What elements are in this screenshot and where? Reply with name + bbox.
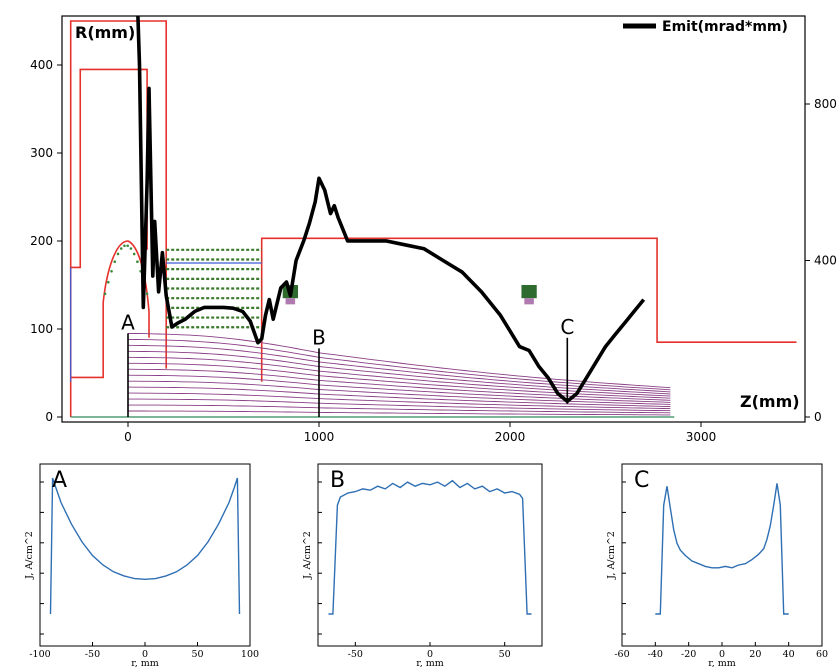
coil-core — [524, 298, 534, 305]
beam-trajectory — [127, 338, 671, 391]
x-tick-label: -50 — [85, 649, 100, 660]
emitter-dot — [136, 260, 139, 264]
emitter-dot — [110, 270, 113, 273]
main-frame — [61, 15, 806, 423]
y-left-label: R(mm) — [75, 23, 135, 42]
drift-tube — [260, 237, 797, 382]
beam-trajectory — [127, 332, 671, 389]
x-tick-label: 100 — [241, 649, 259, 660]
emitter-dot — [123, 244, 126, 248]
emittance-layer — [136, 16, 646, 404]
x-tick-label: 1000 — [304, 430, 335, 444]
legend-label: Emit(mrad*mm) — [662, 19, 788, 35]
x-tick-label: -20 — [681, 649, 696, 660]
x-tick-label: -60 — [614, 649, 629, 660]
x-tick-label: 50 — [191, 649, 203, 660]
emitter-dot — [132, 252, 136, 256]
x-tick-label: 40 — [783, 649, 795, 660]
y-axis-label: J, A/cm^2 — [302, 531, 313, 580]
panel-label: C — [634, 468, 649, 493]
emitter-dot — [116, 252, 120, 256]
x-tick-label: 0 — [427, 649, 433, 660]
y-axis-label: J, A/cm^2 — [24, 531, 35, 580]
x-tick-label: 0 — [719, 649, 725, 660]
profile-line — [49, 477, 241, 615]
beam-trajectory — [127, 374, 671, 403]
profile-line — [655, 483, 789, 615]
emitter-dot — [107, 280, 110, 284]
y-left-tick-label: 100 — [30, 322, 53, 336]
inner-electrode — [70, 68, 148, 269]
beam-trajectory — [128, 410, 671, 416]
x-axis-label: Z(mm) — [740, 392, 800, 411]
beam-trajectory — [128, 392, 671, 410]
section-marker-label: A — [121, 310, 135, 334]
position-labels: A B C — [121, 310, 574, 417]
x-tick-label: 2000 — [495, 430, 526, 444]
section-marker-label: B — [312, 325, 326, 349]
panel-frame — [621, 463, 823, 647]
x-tick-label: 60 — [816, 649, 828, 660]
beam-trajectory — [128, 398, 671, 412]
panel-frame — [39, 463, 251, 647]
y-right-tick-label: 800 — [814, 97, 837, 111]
beam-trajectory — [127, 344, 671, 393]
beam-trajectory — [128, 404, 671, 414]
section-marker-label: C — [560, 315, 574, 339]
y-left-tick-label: 200 — [30, 234, 53, 248]
panel-frame — [317, 463, 543, 647]
outer-electrode — [69, 20, 167, 417]
emitter-dot — [145, 292, 149, 296]
x-tick-label: -40 — [648, 649, 663, 660]
main-axes: 0 1000 2000 3000 0 100 200 300 400 0 400 800 — [30, 58, 837, 444]
coil-body — [521, 285, 537, 299]
beam-trajectory — [128, 380, 671, 405]
beam-trajectory — [127, 386, 671, 407]
panel-label: B — [330, 468, 345, 493]
x-tick-label: -50 — [348, 649, 363, 660]
y-left-tick-label: 0 — [45, 410, 53, 424]
beam-trajectory — [127, 368, 671, 401]
x-tick-label: 0 — [142, 649, 148, 660]
x-tick-label: 0 — [124, 430, 132, 444]
x-axis-label: r, mm — [708, 658, 736, 667]
x-tick-label: 20 — [749, 649, 761, 660]
y-axis-label: J, A/cm^2 — [606, 531, 617, 580]
emittance-series-line — [136, 16, 646, 404]
x-tick-label: 50 — [499, 649, 511, 660]
emitter-dot — [103, 292, 107, 296]
profile-panel-a: -100 -50 0 50 100 r, mm J, A/cm^2 A — [24, 463, 259, 669]
profile-panel-c: -60 -40 -20 0 20 40 60 r, mm J, A/cm^2 C — [606, 463, 828, 669]
profile-panel-b: -50 0 50 r, mm J, A/cm^2 B — [302, 463, 543, 669]
x-axis-label: r, mm — [131, 658, 159, 667]
emitter-dot — [129, 247, 133, 250]
emitter-dot — [126, 244, 130, 248]
x-tick-label: 3000 — [686, 430, 717, 444]
y-right-tick-label: 0 — [814, 410, 822, 424]
x-tick-label: -100 — [29, 649, 50, 660]
emitter-dot — [119, 247, 123, 250]
beam-trajectory — [128, 362, 671, 399]
geometry-layer — [69, 20, 797, 417]
small-coil — [521, 285, 537, 305]
y-left-tick-label: 300 — [30, 146, 53, 160]
panel-label: A — [52, 468, 67, 493]
solenoid-coil-block — [166, 248, 262, 329]
coil-core — [285, 298, 296, 305]
profile-line — [328, 479, 532, 615]
emitter-dot — [113, 260, 117, 264]
x-axis-label: r, mm — [416, 658, 444, 667]
y-left-tick-label: 400 — [30, 58, 53, 72]
y-right-tick-label: 400 — [814, 254, 837, 268]
trajectory-layer — [70, 332, 675, 418]
